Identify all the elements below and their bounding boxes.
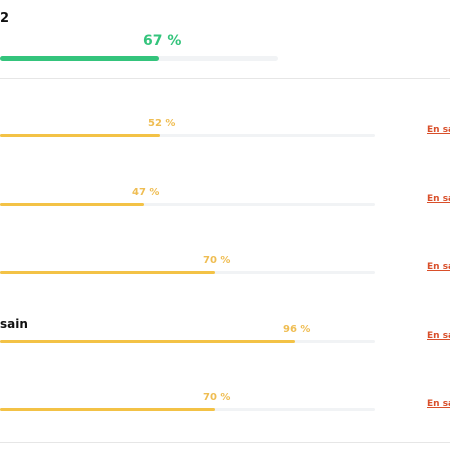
divider-bottom [0,442,450,443]
row-progress-track [0,134,375,137]
learn-more-link[interactable]: En sa [427,331,450,341]
row-progress-track [0,408,375,411]
row-percent-label: 70 % [203,255,231,266]
progress-row: sain 96 % En sa [0,317,450,364]
learn-more-link[interactable]: En sa [427,194,450,204]
progress-row: 70 % En sa [0,255,450,295]
row-progress-track [0,340,375,343]
row-progress-fill [0,271,215,274]
progress-row: 70 % En sa [0,392,450,432]
learn-more-link[interactable]: En sa [427,125,450,135]
row-progress-fill [0,408,215,411]
overall-progress-fill [0,56,159,61]
row-progress-fill [0,340,295,343]
overall-percent-label: 67 % [143,33,182,49]
row-percent-label: 52 % [148,118,176,129]
row-percent-label: 96 % [283,324,311,335]
row-progress-fill [0,203,144,206]
row-percent-label: 47 % [132,187,160,198]
row-progress-track [0,203,375,206]
divider-top [0,78,450,79]
page-title: 2 [0,11,10,26]
row-label: sain [0,317,28,331]
progress-row: 52 % En sa [0,118,450,158]
overall-progress-track [0,56,278,61]
row-progress-track [0,271,375,274]
row-progress-fill [0,134,160,137]
learn-more-link[interactable]: En sa [427,262,450,272]
progress-row: 47 % En sa [0,187,450,227]
row-percent-label: 70 % [203,392,231,403]
learn-more-link[interactable]: En sa [427,399,450,409]
